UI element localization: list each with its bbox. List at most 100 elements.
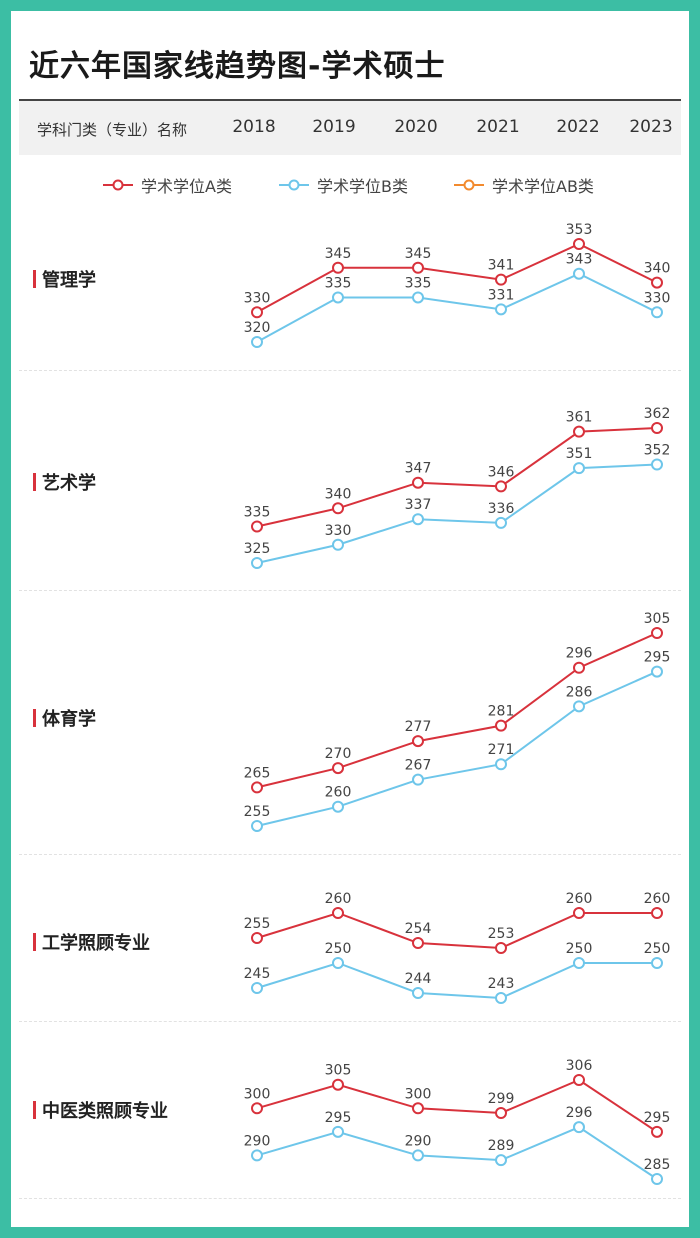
data-label-a-2021: 346 <box>488 464 515 480</box>
data-point-a-2019 <box>332 907 344 919</box>
data-label-a-2019: 260 <box>325 891 352 907</box>
data-label-a-2019: 345 <box>325 246 352 262</box>
data-label-b-2018: 320 <box>244 320 271 336</box>
data-point-b-2021 <box>495 303 507 316</box>
data-label-b-2019: 295 <box>325 1110 352 1126</box>
data-label-b-2023: 352 <box>644 442 671 458</box>
data-label-a-2023: 340 <box>644 261 671 277</box>
data-label-a-2021: 253 <box>488 926 515 942</box>
data-label-a-2022: 306 <box>566 1058 593 1074</box>
data-point-a-2019 <box>332 762 344 775</box>
panel-divider <box>19 854 681 855</box>
header-year-2021: 2021 <box>476 117 520 137</box>
series-line-a-panel-4 <box>256 1078 658 1133</box>
data-point-a-2023 <box>651 907 663 919</box>
data-point-a-2023 <box>651 422 663 434</box>
category-label-sports: 体育学 <box>33 705 96 731</box>
legend-swatch-a <box>103 179 133 191</box>
header-year-2018: 2018 <box>232 117 276 137</box>
data-label-a-2021: 281 <box>488 704 515 720</box>
data-point-a-2021 <box>495 719 507 732</box>
data-label-b-2022: 250 <box>566 941 593 957</box>
data-label-b-2019: 330 <box>325 523 352 539</box>
data-point-a-2020 <box>412 735 424 748</box>
data-point-b-2019 <box>332 291 344 304</box>
category-marker <box>33 270 36 288</box>
data-point-b-2020 <box>412 1149 424 1162</box>
data-point-b-2018 <box>251 1149 263 1162</box>
data-label-b-2022: 351 <box>566 446 593 462</box>
data-point-b-2023 <box>651 458 663 471</box>
data-point-a-2018 <box>251 1102 263 1115</box>
data-label-b-2020: 244 <box>405 971 432 987</box>
series-line-a-panel-3 <box>256 911 657 950</box>
data-label-b-2021: 336 <box>488 501 515 517</box>
data-label-a-2022: 353 <box>566 222 593 238</box>
category-text: 中医类照顾专业 <box>42 1101 168 1122</box>
data-label-a-2018: 255 <box>244 916 271 932</box>
data-label-a-2020: 345 <box>405 246 432 262</box>
data-label-a-2021: 299 <box>488 1091 515 1107</box>
data-label-b-2020: 290 <box>405 1133 432 1149</box>
data-label-b-2022: 296 <box>566 1105 593 1121</box>
data-point-a-2020 <box>412 937 424 949</box>
data-label-a-2018: 330 <box>244 290 271 306</box>
data-label-b-2018: 290 <box>244 1133 271 1149</box>
series-line-a-panel-0 <box>256 242 658 314</box>
data-label-a-2022: 296 <box>566 646 593 662</box>
data-label-b-2021: 289 <box>488 1138 515 1154</box>
panel-divider <box>19 370 681 371</box>
data-label-a-2023: 295 <box>644 1110 671 1126</box>
data-label-b-2020: 335 <box>405 275 432 291</box>
data-point-b-2019 <box>332 957 344 969</box>
data-label-a-2023: 260 <box>644 891 671 907</box>
data-point-b-2022 <box>573 462 585 475</box>
data-point-b-2023 <box>651 665 663 678</box>
data-point-a-2022 <box>573 238 585 250</box>
data-point-b-2018 <box>251 820 263 832</box>
data-point-b-2020 <box>412 513 424 526</box>
data-point-b-2022 <box>573 700 585 713</box>
data-label-b-2021: 271 <box>488 742 515 758</box>
series-line-b-panel-0 <box>256 272 658 343</box>
category-text: 管理学 <box>42 270 96 291</box>
category-label-art: 艺术学 <box>33 469 96 495</box>
data-label-a-2020: 300 <box>405 1086 432 1102</box>
data-label-b-2019: 250 <box>325 941 352 957</box>
legend-label-b: 学术学位B类 <box>317 177 408 196</box>
legend-item-b: 学术学位B类 <box>279 173 408 197</box>
data-label-b-2022: 343 <box>566 252 593 268</box>
data-point-b-2020 <box>412 987 424 999</box>
data-point-b-2023 <box>651 957 663 969</box>
header-year-2022: 2022 <box>556 117 600 137</box>
data-label-b-2023: 330 <box>644 290 671 306</box>
data-point-b-2020 <box>412 773 424 786</box>
data-label-b-2019: 335 <box>325 275 352 291</box>
data-point-b-2022 <box>573 267 585 280</box>
data-label-b-2018: 245 <box>244 966 271 982</box>
series-line-b-panel-3 <box>256 961 657 1000</box>
data-point-a-2023 <box>651 1125 663 1138</box>
data-point-a-2019 <box>332 502 344 515</box>
data-point-b-2018 <box>251 982 263 994</box>
legend-item-a: 学术学位A类 <box>103 173 232 197</box>
data-point-b-2020 <box>412 291 424 304</box>
panel-divider <box>19 590 681 591</box>
data-point-a-2018 <box>251 520 263 533</box>
page-title: 近六年国家线趋势图-学术硕士 <box>29 49 446 84</box>
data-point-b-2021 <box>495 992 507 1004</box>
data-label-b-2023: 250 <box>644 941 671 957</box>
legend-swatch-ab <box>454 179 484 191</box>
data-point-a-2021 <box>495 480 507 493</box>
data-label-b-2021: 243 <box>488 976 515 992</box>
data-point-b-2021 <box>495 516 507 529</box>
category-label-tcm: 中医类照顾专业 <box>33 1097 168 1123</box>
series-line-b-panel-4 <box>256 1126 658 1180</box>
header-band <box>19 101 681 155</box>
data-label-a-2018: 265 <box>244 765 271 781</box>
data-label-a-2022: 361 <box>566 410 593 426</box>
data-point-a-2022 <box>573 425 585 438</box>
panel-divider <box>19 1198 681 1199</box>
data-point-b-2022 <box>573 1121 585 1134</box>
data-label-a-2021: 341 <box>488 258 515 274</box>
